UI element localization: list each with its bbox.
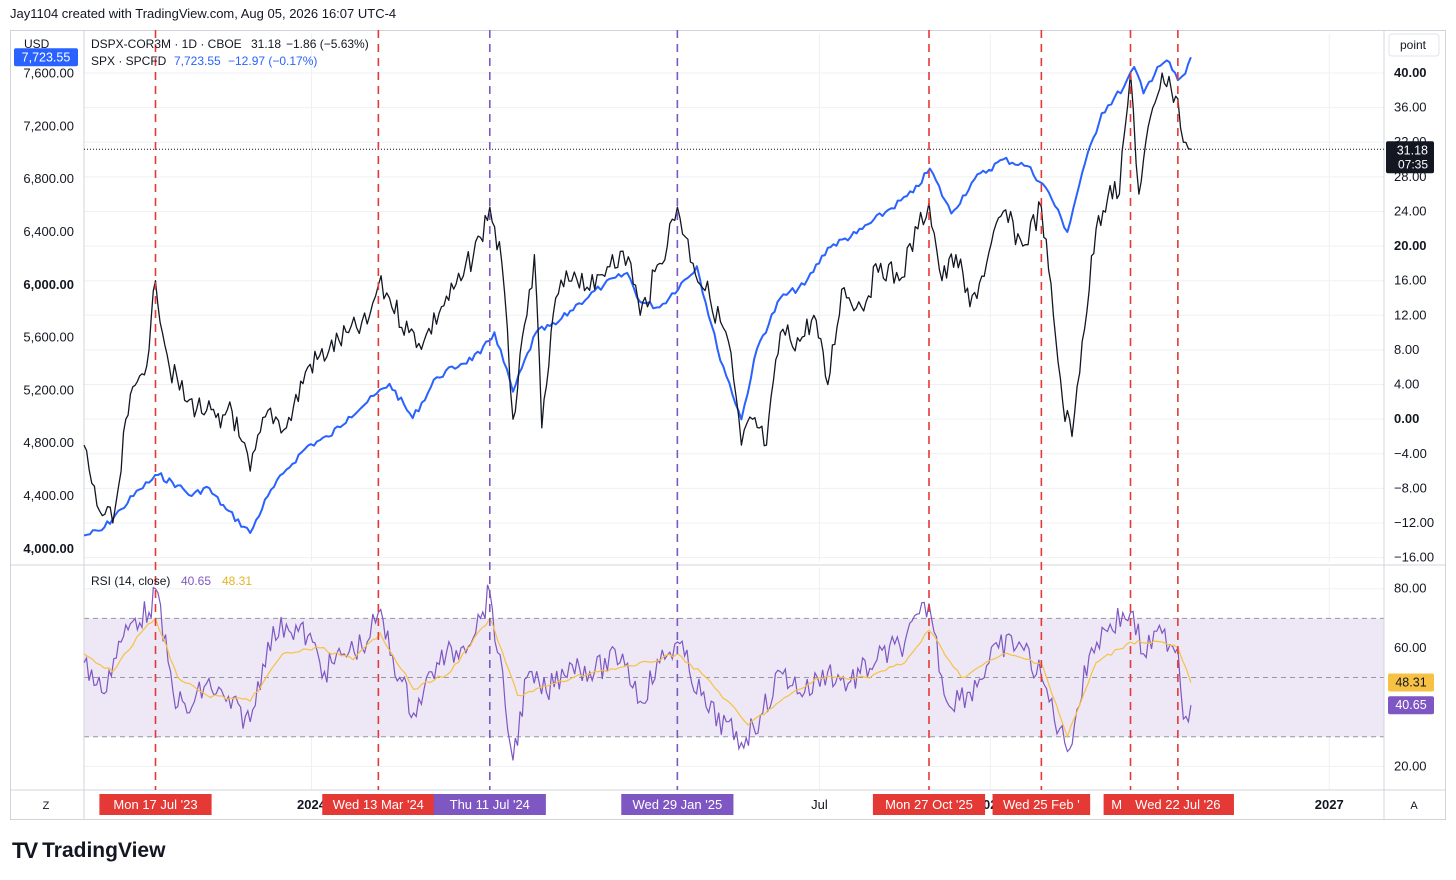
- left-axis-tick-label: 6,000.00: [23, 277, 74, 292]
- left-axis-tick-label: 5,600.00: [23, 330, 74, 345]
- rsi-value-badge-text: 40.65: [1395, 698, 1426, 712]
- event-marker-label-text: Wed 22 Jul '26: [1135, 797, 1220, 812]
- left-axis-tick-label: 4,400.00: [23, 488, 74, 503]
- panel-separators: [10, 30, 1446, 819]
- right-axis-tick-label: 40.00: [1394, 65, 1427, 80]
- right-axis-tick-label: 20.00: [1394, 238, 1427, 253]
- left-axis-tick-label: 6,800.00: [23, 171, 74, 186]
- event-marker-label[interactable]: Mon 17 Jul '23: [99, 794, 212, 815]
- spx-series-line[interactable]: [83, 56, 1192, 537]
- unit-label-box[interactable]: [1388, 33, 1440, 57]
- spx-last-badge-text: 7,723.55: [22, 50, 71, 64]
- right-axis-tick-label: −12.00: [1394, 515, 1434, 530]
- currency-label[interactable]: USD: [24, 37, 50, 51]
- right-axis-tick-label: 12.00: [1394, 307, 1427, 322]
- left-axis-tick-label: 7,600.00: [23, 66, 74, 81]
- event-markers: [154, 30, 1179, 790]
- rsi-ma-badge-text: 48.31: [1395, 676, 1426, 690]
- event-marker-label-text: Thu 11 Jul '24: [450, 797, 530, 812]
- event-marker-label-text: Wed 13 Mar '24: [333, 797, 424, 812]
- chart-header: Jay1104 created with TradingView.com, Au…: [10, 6, 397, 21]
- event-marker-label-bg: [322, 794, 435, 815]
- left-axis-tick-label: 4,800.00: [23, 435, 74, 450]
- rsi-axis-ticks: 20.00 60.00 80.00: [1394, 581, 1427, 774]
- rsi-lines: [83, 584, 1192, 761]
- rsi-band: [84, 617, 1384, 738]
- spx-last-badge: [14, 48, 78, 67]
- event-marker-label-text: Mon 27 Oct '25: [885, 797, 973, 812]
- legend-rsi-ma-value: 48.31: [222, 574, 252, 588]
- right-axis-tick-label: 24.00: [1394, 203, 1427, 218]
- event-marker-label-bg: [99, 794, 212, 815]
- x-axis-tick-label: 2027: [1315, 797, 1344, 812]
- x-axis-tick-label: Jul: [811, 797, 828, 812]
- legend-spx-label: SPX · SPCFD: [91, 54, 167, 68]
- right-axis-tick-label: −16.00: [1394, 550, 1434, 565]
- rsi-ma-badge: [1388, 673, 1434, 692]
- event-marker-label[interactable]: Thu 11 Jul '24: [433, 794, 546, 815]
- event-marker-label[interactable]: Wed 25 Feb ': [992, 794, 1091, 815]
- x-axis-tick-label: 2024: [297, 797, 327, 812]
- legend-rsi-value: 40.65: [181, 574, 211, 588]
- right-axis-tick-label: 36.00: [1394, 100, 1427, 115]
- rsi-line[interactable]: [83, 584, 1192, 761]
- left-axis-ticks: 4,000.00 4,400.00 4,800.00 5,200.00 5,600.00…: [23, 66, 74, 556]
- event-marker-label-text: Wed 25 Feb ': [1003, 797, 1080, 812]
- zoom-corner-button[interactable]: Z: [43, 800, 50, 812]
- price-lines: [83, 56, 1384, 537]
- left-axis-tick-label: 6,400.00: [23, 224, 74, 239]
- event-marker-labels: Mon 17 Jul '23 Wed 13 Mar '24 Thu 11 Jul '…: [99, 794, 1234, 815]
- left-axis-tick-label: 4,000.00: [23, 541, 74, 556]
- event-marker-label-bg: [433, 794, 546, 815]
- right-axis-tick-label: −4.00: [1394, 446, 1427, 461]
- event-marker-label[interactable]: Mon 27 Oct '25: [872, 794, 986, 815]
- auto-scale-button[interactable]: A: [1410, 800, 1418, 812]
- legend-rsi-label: RSI (14, close): [91, 574, 170, 588]
- event-marker-label[interactable]: Wed 13 Mar '24: [322, 794, 435, 815]
- legend-dspx-change: −1.86 (−5.63%): [286, 37, 369, 51]
- unit-label: point: [1400, 38, 1427, 52]
- event-marker-label-bg: [1121, 794, 1234, 815]
- right-axis-tick-label: 16.00: [1394, 273, 1427, 288]
- right-axis-tick-label: 0.00: [1394, 411, 1419, 426]
- dspx-last-badge-value: 31.18: [1397, 143, 1428, 157]
- rsi-value-badge: [1388, 696, 1434, 715]
- event-marker-label-bg: [992, 794, 1091, 815]
- rsi-axis-tick-label: 20.00: [1394, 758, 1427, 773]
- right-axis-ticks: −16.00 −12.00 −8.00 −4.00 0.00 4.00 8.00 12.00 1…: [1394, 65, 1434, 565]
- right-axis-tick-label: 8.00: [1394, 342, 1419, 357]
- event-marker-label-bg: [872, 794, 986, 815]
- right-axis-tick-label: −8.00: [1394, 480, 1427, 495]
- tradingview-logo-icon: TV: [12, 838, 38, 863]
- legend-spx-value: 7,723.55: [174, 54, 221, 68]
- tradingview-logo-text: TradingView: [42, 839, 166, 862]
- legend-dspx-label: DSPX-COR3M · 1D · CBOE: [91, 37, 242, 51]
- legend: DSPX-COR3M · 1D · CBOE 31.18 −1.86 (−5.6…: [91, 37, 369, 588]
- event-marker-label-text: Wed 29 Jan '25: [633, 797, 723, 812]
- tradingview-logo[interactable]: TV TradingView: [12, 838, 165, 864]
- left-axis-tick-label: 7,200.00: [23, 118, 74, 133]
- event-marker-label-bg: [621, 794, 734, 815]
- rsi-ma-line[interactable]: [83, 616, 1192, 739]
- event-marker-label[interactable]: Wed 29 Jan '25: [621, 794, 734, 815]
- legend-spx-change: −12.97 (−0.17%): [228, 54, 317, 68]
- dspx-series-line[interactable]: [83, 72, 1192, 524]
- rsi-axis-tick-label: 60.00: [1394, 640, 1427, 655]
- left-axis-tick-label: 5,200.00: [23, 382, 74, 397]
- dspx-last-badge: [1386, 141, 1434, 174]
- dspx-last-badge-time: 07:35: [1398, 157, 1428, 171]
- legend-dspx-value: 31.18: [251, 37, 281, 51]
- event-marker-label-text: Mon 17 Jul '23: [113, 797, 197, 812]
- event-marker-label[interactable]: Wed 22 Jul '26: [1121, 794, 1234, 815]
- rsi-axis-tick-label: 80.00: [1394, 581, 1427, 596]
- right-axis-tick-label: 4.00: [1394, 377, 1419, 392]
